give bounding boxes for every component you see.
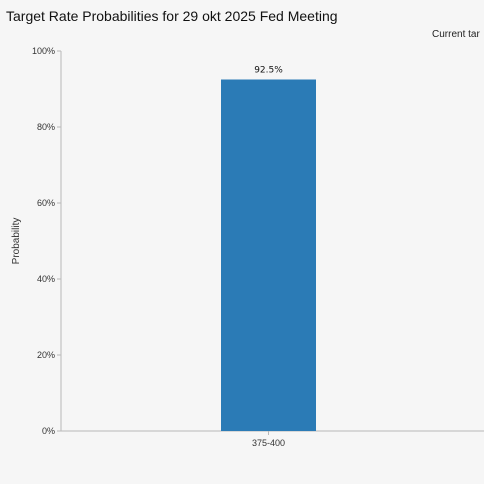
current-target-label: Current tar — [432, 29, 480, 40]
y-tick-label: 60% — [37, 198, 55, 208]
chart-title: Target Rate Probabilities for 29 okt 202… — [6, 8, 338, 24]
bar[interactable] — [221, 79, 316, 432]
bars: 92.5% — [221, 66, 316, 432]
y-tick-label: 20% — [37, 350, 55, 360]
x-axis: 375-400 — [61, 430, 484, 448]
y-tick-label: 80% — [37, 122, 55, 132]
y-axis: 0% 20% 40% 60% 80% 100% — [32, 46, 62, 436]
bar-data-label: 92.5% — [254, 66, 283, 76]
y-tick-label: 100% — [32, 46, 55, 56]
y-tick-label: 0% — [42, 426, 55, 436]
y-tick-label: 40% — [37, 274, 55, 284]
y-axis-title: Probability — [11, 218, 22, 265]
x-tick-label: 375-400 — [252, 438, 285, 448]
